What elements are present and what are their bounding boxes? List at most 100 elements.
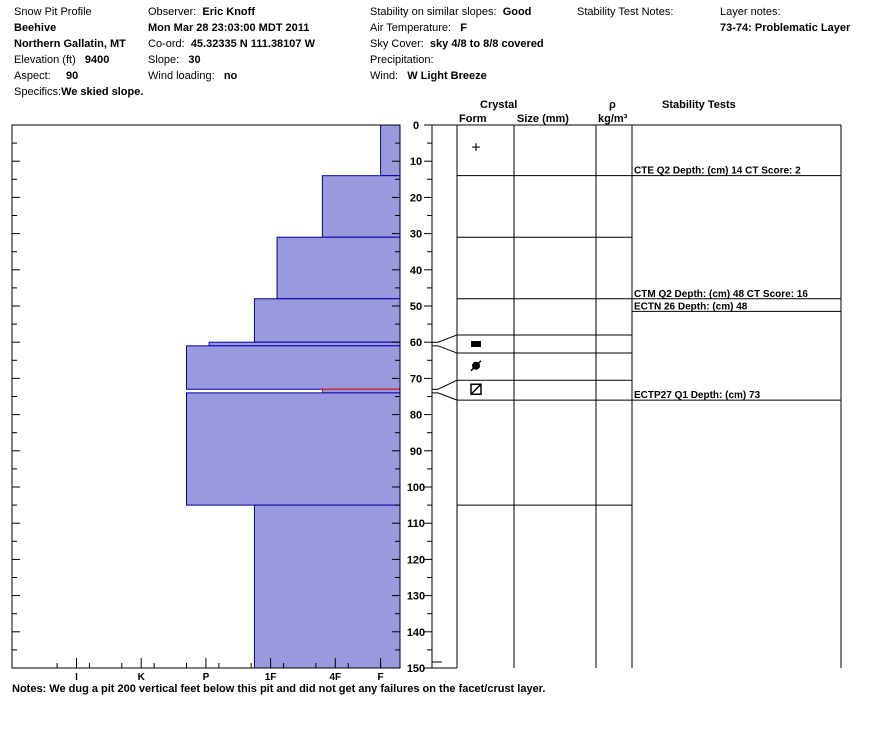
hardness-label-K: K [138, 672, 146, 683]
depth-label-120: 120 [407, 554, 425, 566]
stability-tests-header: Stability Tests [662, 99, 736, 111]
hardness-layer-6 [321, 388, 401, 394]
hardness-axis: I K P 1F 4F F [56, 658, 384, 683]
aspect-value: 90 [65, 70, 79, 82]
depth-label-80: 80 [410, 410, 422, 422]
hardness-layer-5 [185, 345, 401, 390]
hardness-label-P: P [203, 672, 210, 683]
datetime: Mon Mar 28 23:03:00 MDT 2011 [148, 22, 310, 34]
boundary-connector-1 [432, 345, 458, 354]
wind-loading-row: Wind loading: no [148, 69, 237, 83]
layer-notes-value: 73-74: Problematic Layer [720, 22, 851, 34]
layer-notes-label: Layer notes: [720, 6, 781, 18]
hardness-layer-0 [380, 124, 401, 177]
boundary-connector-2 [432, 379, 458, 390]
depth-label-100: 100 [407, 482, 425, 494]
hardness-layer-1 [321, 175, 401, 238]
depth-label-0: 0 [413, 120, 419, 132]
depth-label-30: 30 [410, 229, 422, 241]
elevation-value: 9400 [84, 54, 110, 66]
depth-label-90: 90 [410, 446, 422, 458]
hardness-layer-8 [253, 504, 401, 669]
hardness-layers [185, 124, 401, 669]
observer-label: Observer: [148, 6, 197, 18]
rho-column-header: ρ [609, 99, 616, 111]
stability-test-3: ECTP27 Q1 Depth: (cm) 73 [634, 390, 761, 401]
observer-value: Eric Knoff [202, 6, 255, 18]
crystal-column-header: Crystal [480, 99, 518, 111]
depth-label-130: 130 [407, 591, 425, 603]
sky-label: Sky Cover: [370, 38, 424, 50]
air-temp-value: F [460, 22, 468, 34]
hardness-label-4F: 4F [329, 672, 341, 683]
sky-value: sky 4/8 to 8/8 covered [429, 38, 544, 50]
crystal-symbol-rect [471, 341, 481, 348]
depth-axis: 0 10 20 30 40 50 60 70 80 90 100 110 120 130 140 150 [12, 120, 432, 675]
depth-label-50: 50 [410, 301, 422, 313]
observer-row: Observer: Eric Knoff [148, 5, 255, 19]
depth-label-140: 140 [407, 627, 425, 639]
hardness-layer-7 [185, 392, 401, 506]
depth-label-70: 70 [410, 373, 422, 385]
precip-label: Precipitation: [370, 54, 434, 66]
wind-label: Wind: [370, 70, 399, 82]
wind-loading-value: no [223, 70, 238, 82]
sky-row: Sky Cover: sky 4/8 to 8/8 covered [370, 37, 544, 51]
specifics-row: Specifics:We skied slope. [14, 85, 143, 99]
air-temp-label: Air Temperature: [370, 22, 452, 34]
stability-test-0: CTE Q2 Depth: (cm) 14 CT Score: 2 [634, 166, 801, 177]
title: Snow Pit Profile [14, 6, 92, 18]
region: Northern Gallatin, MT [14, 38, 126, 50]
precip-row: Precipitation: [370, 53, 434, 67]
aspect-label: Aspect: [14, 70, 51, 82]
depth-label-110: 110 [407, 518, 425, 530]
stability-test-list: CTE Q2 Depth: (cm) 14 CT Score: 2 CTM Q2 … [632, 166, 841, 401]
stability-value: Good [502, 6, 532, 18]
crystal-table [431, 124, 842, 669]
stability-test-2: ECTN 26 Depth: (cm) 48 [634, 301, 748, 312]
depth-label-150: 150 [407, 663, 425, 675]
coord-label: Co-ord: [148, 38, 185, 50]
location: Beehive [14, 22, 57, 34]
crystal-symbol-box [470, 383, 482, 396]
boundary-connector-3 [432, 392, 458, 401]
hardness-layer-2 [276, 236, 401, 300]
boundary-connector-0 [432, 334, 458, 343]
crystal-symbol-box-slash [470, 383, 482, 395]
hardness-layer-3 [253, 298, 401, 343]
depth-label-10: 10 [410, 156, 422, 168]
wind-loading-label: Wind loading: [148, 70, 215, 82]
specifics-label: Specifics: [14, 86, 62, 98]
stability-row: Stability on similar slopes: Good [370, 5, 531, 19]
coord-value: 45.32335 N 111.38107 W [190, 38, 315, 50]
coord-row: Co-ord: 45.32335 N 111.38107 W [148, 37, 315, 51]
density-unit-header: kg/m³ [598, 113, 628, 125]
slope-value: 30 [188, 54, 201, 66]
size-column-header: Size (mm) [517, 113, 569, 125]
specifics-value: We skied slope. [61, 86, 144, 98]
form-column-header: Form [459, 113, 487, 125]
crystal-symbol-plus: + [471, 140, 480, 157]
aspect-row: Aspect: 90 [14, 69, 78, 83]
stability-notes-label: Stability Test Notes: [577, 6, 674, 18]
depth-label-60: 60 [410, 337, 422, 349]
notes: Notes: We dug a pit 200 vertical feet be… [12, 683, 546, 695]
wind-row: Wind: W Light Breeze [370, 69, 487, 83]
hardness-label-I: I [75, 672, 78, 683]
hardness-layer-4 [208, 341, 401, 347]
depth-label-40: 40 [410, 265, 422, 277]
stability-test-1: CTM Q2 Depth: (cm) 48 CT Score: 16 [634, 289, 808, 300]
slope-label: Slope: [148, 54, 180, 66]
crystal-symbols: + [470, 140, 482, 396]
elevation-row: Elevation (ft) 9400 [14, 53, 109, 67]
stability-label: Stability on similar slopes: [370, 6, 497, 18]
depth-label-20: 20 [410, 192, 422, 204]
slope-row: Slope: 30 [148, 53, 201, 67]
crystal-symbol-slash [470, 360, 482, 372]
hardness-label-F: F [378, 672, 384, 683]
air-temp-row: Air Temperature: F [370, 21, 467, 35]
elevation-label: Elevation (ft) [14, 54, 76, 66]
hardness-label-1F: 1F [265, 672, 277, 683]
wind-value: W Light Breeze [407, 70, 487, 82]
